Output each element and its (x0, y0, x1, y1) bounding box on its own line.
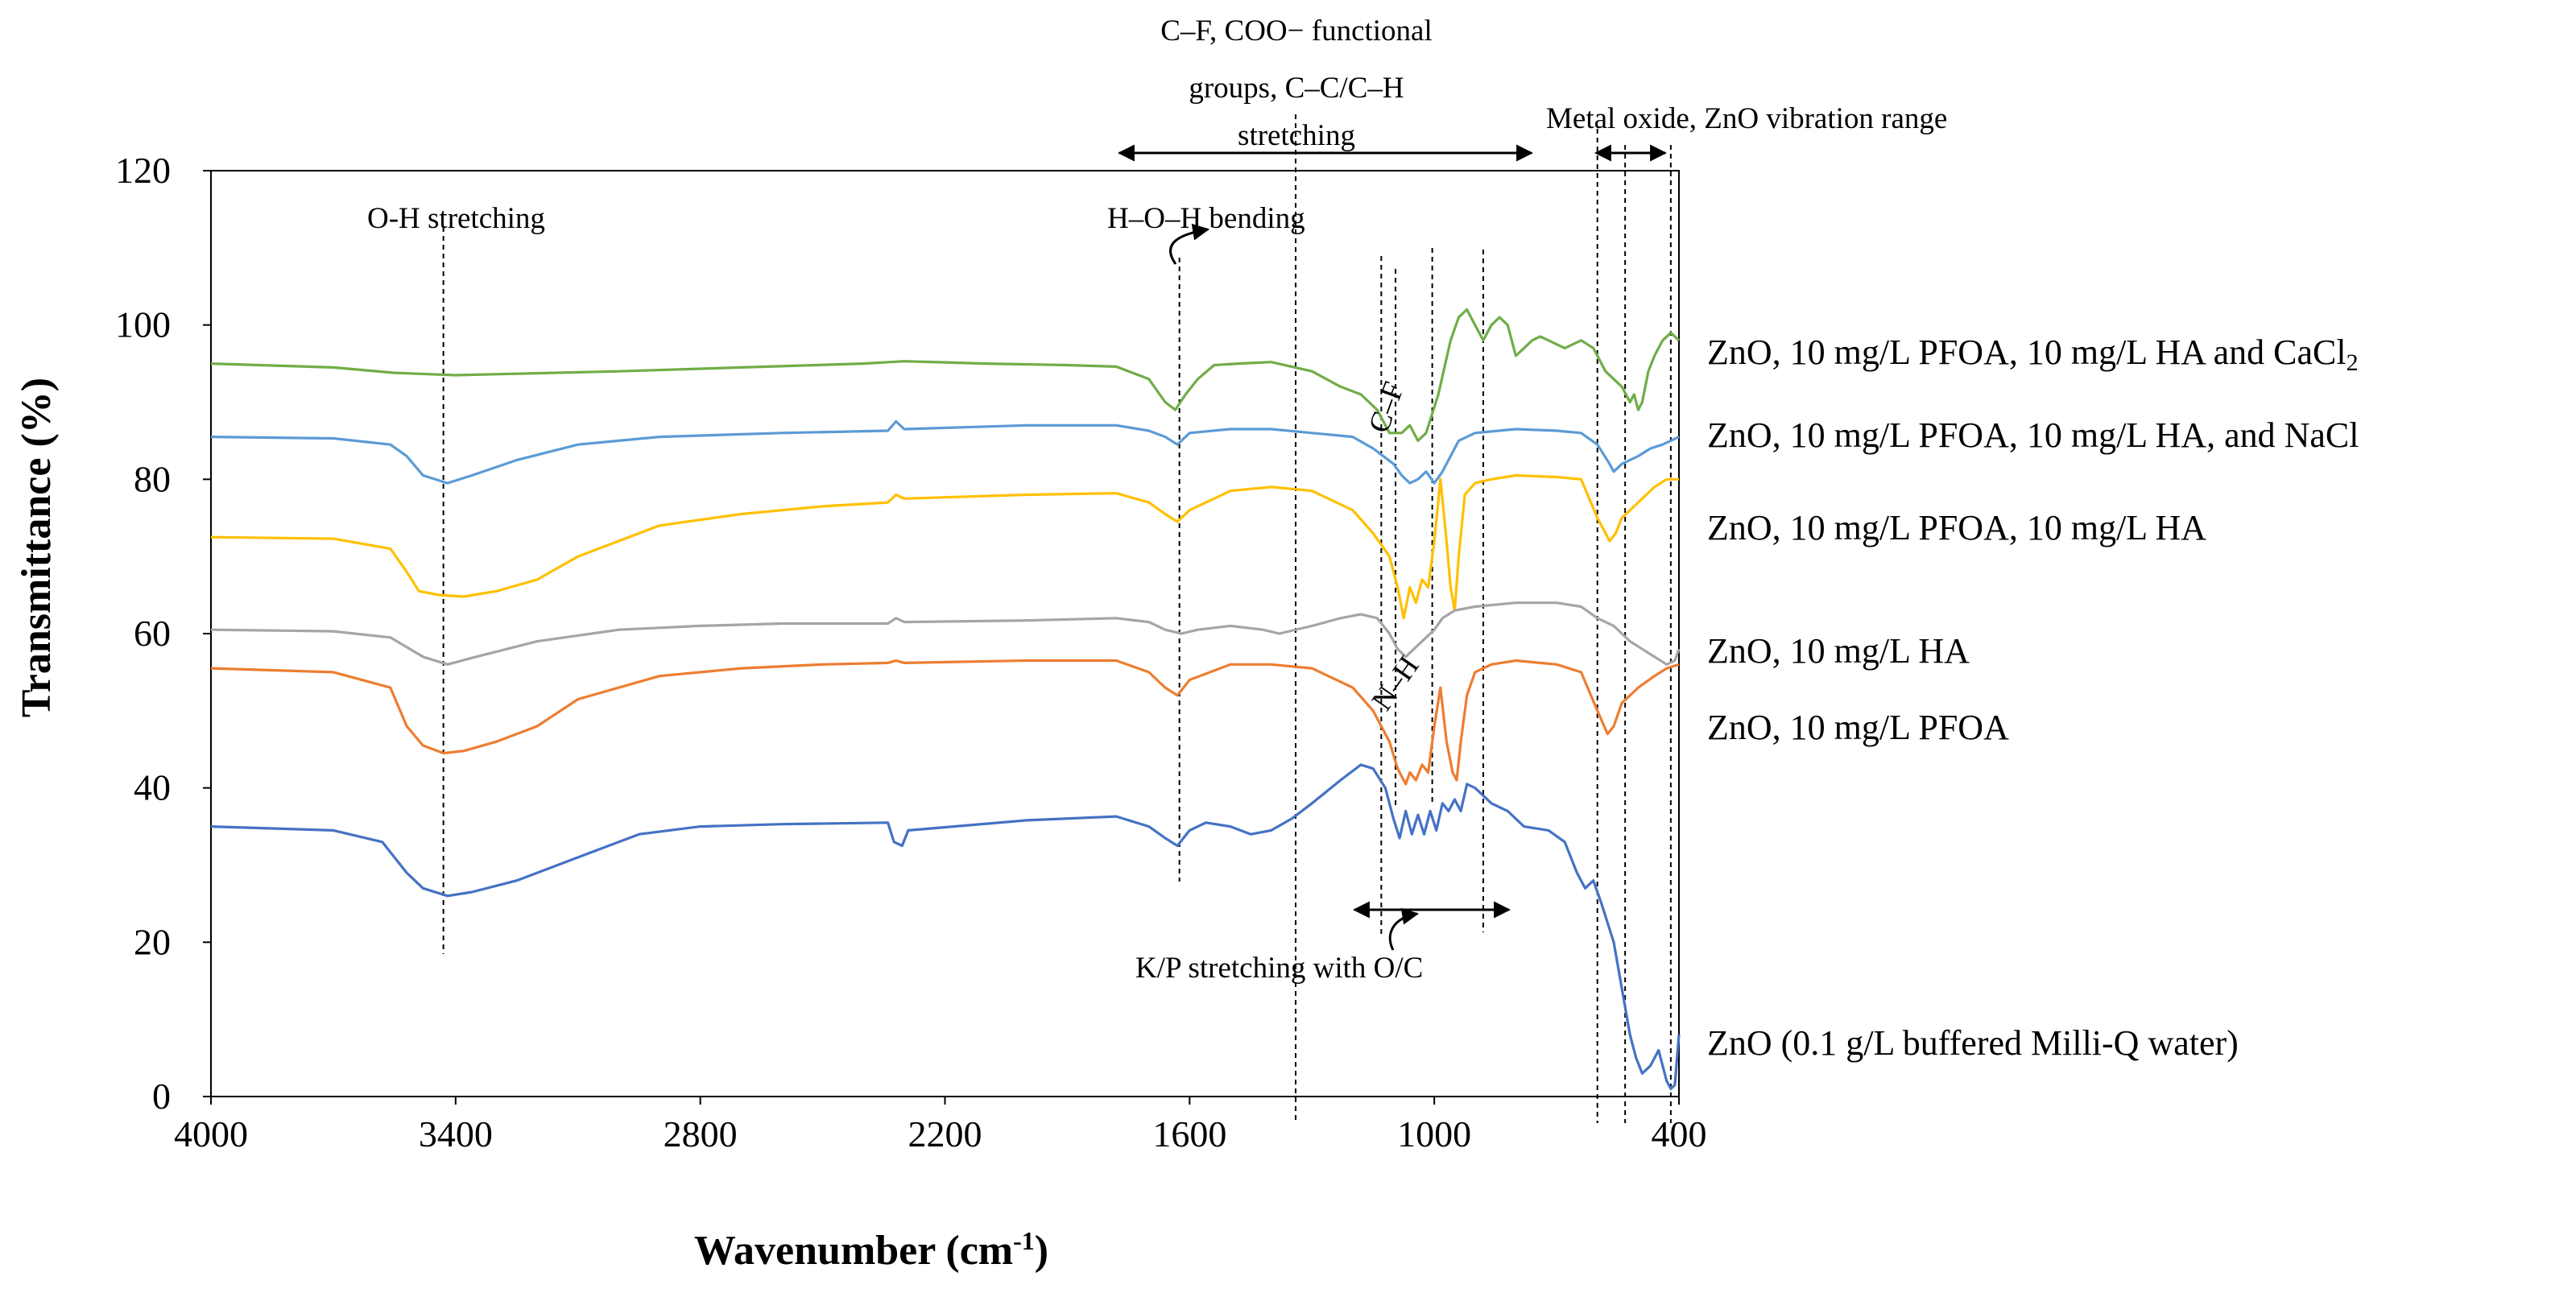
x-axis-title: Wavenumber (cm-1) (694, 1226, 1048, 1274)
y-tick-label-80: 80 (134, 458, 171, 499)
x-tick-label-2200: 2200 (908, 1113, 982, 1154)
series-line-3 (210, 601, 1681, 666)
x-tick-label-400: 400 (1652, 1113, 1707, 1154)
annotation-kp-stretching: K/P stretching with O/C (1135, 952, 1423, 985)
annotation-functional-line-3: stretching (1238, 119, 1355, 152)
series-line-4 (210, 659, 1680, 786)
series-line-5 (210, 763, 1681, 1090)
x-tick-label-2800: 2800 (664, 1113, 738, 1154)
hoh-pointer-arrow (1169, 223, 1210, 265)
annotation-cf: C–F (1362, 378, 1411, 437)
legend-label-pfoa-ha: ZnO, 10 mg/L PFOA, 10 mg/L HA (1707, 508, 2206, 547)
series-line-1 (210, 419, 1680, 485)
annotation-functional-line-1: C–F, COO− functional (1160, 14, 1433, 48)
legend-label-nacl: ZnO, 10 mg/L PFOA, 10 mg/L HA, and NaCl (1707, 415, 2359, 455)
y-tick-label-100: 100 (115, 304, 171, 345)
y-tick-label-40: 40 (134, 767, 171, 808)
kp-pointer-arrow (1388, 907, 1420, 951)
y-tick-label-0: 0 (152, 1076, 171, 1117)
series-line-0 (210, 308, 1681, 442)
legend-label-cacl2: ZnO, 10 mg/L PFOA, 10 mg/L HA and CaCl2 (1707, 333, 2359, 376)
legend-label-ha: ZnO, 10 mg/L HA (1707, 631, 1970, 671)
x-tick-label-1600: 1600 (1152, 1113, 1226, 1154)
legend-label-zno: ZnO (0.1 g/L buffered Milli-Q water) (1707, 1023, 2239, 1063)
x-tick-label-1000: 1000 (1397, 1113, 1471, 1154)
legend-label-pfoa: ZnO, 10 mg/L PFOA (1707, 708, 2009, 747)
y-tick-label-60: 60 (134, 613, 171, 654)
plot-area-frame (210, 170, 1680, 1097)
annotation-nh: N–H (1366, 651, 1426, 717)
annotation-oh-stretching: O-H stretching (367, 202, 545, 235)
series-line-2 (210, 473, 1679, 620)
annotation-functional-line-2: groups, C–C/C–H (1189, 72, 1404, 105)
y-tick-label-120: 120 (115, 150, 171, 191)
x-tick-label-3400: 3400 (419, 1113, 493, 1154)
y-axis-title: Transmittance (%) (14, 378, 60, 717)
y-tick-label-20: 20 (134, 921, 171, 962)
annotation-metal-oxide: Metal oxide, ZnO vibration range (1546, 102, 1947, 135)
x-tick-label-4000: 4000 (174, 1113, 248, 1154)
